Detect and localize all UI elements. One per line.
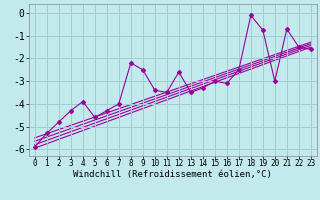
- X-axis label: Windchill (Refroidissement éolien,°C): Windchill (Refroidissement éolien,°C): [73, 170, 272, 179]
